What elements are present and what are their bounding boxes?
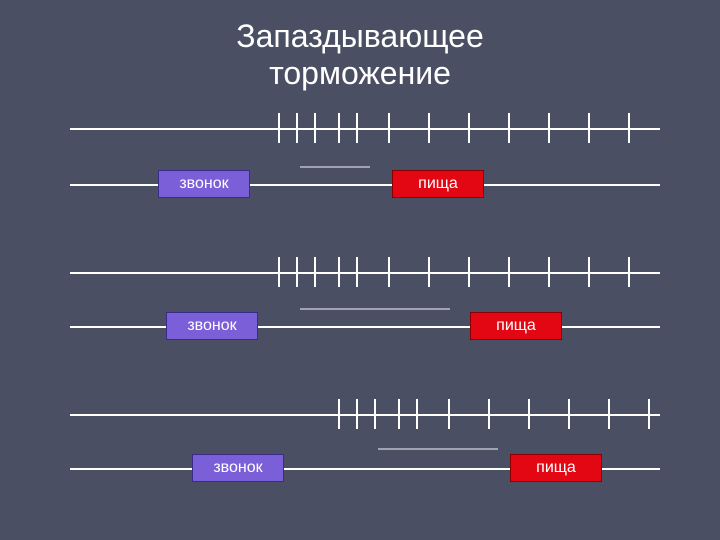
- delay-bar: [378, 448, 498, 450]
- tick-mark: [338, 113, 340, 143]
- tick-mark: [398, 399, 400, 429]
- title-line1: Запаздывающее: [236, 18, 484, 54]
- tick-mark: [356, 113, 358, 143]
- tick-mark: [468, 257, 470, 287]
- tick-mark: [488, 399, 490, 429]
- tick-mark: [428, 113, 430, 143]
- tick-mark: [388, 113, 390, 143]
- label-zvonok: звонок: [192, 454, 284, 482]
- tick-mark: [296, 113, 298, 143]
- tick-mark: [528, 399, 530, 429]
- tick-mark: [548, 257, 550, 287]
- tick-mark: [568, 399, 570, 429]
- label-zvonok: звонок: [166, 312, 258, 340]
- label-pischa: пища: [510, 454, 602, 482]
- timeline: [70, 272, 660, 274]
- delay-bar: [300, 308, 450, 310]
- tick-mark: [374, 399, 376, 429]
- tick-mark: [314, 257, 316, 287]
- tick-mark: [356, 399, 358, 429]
- tick-mark: [508, 113, 510, 143]
- tick-mark: [388, 257, 390, 287]
- tick-mark: [648, 399, 650, 429]
- page-title: Запаздывающее торможение: [0, 18, 720, 92]
- tick-mark: [468, 113, 470, 143]
- tick-mark: [508, 257, 510, 287]
- label-pischa: пища: [392, 170, 484, 198]
- label-pischa: пища: [470, 312, 562, 340]
- tick-mark: [278, 257, 280, 287]
- tick-mark: [448, 399, 450, 429]
- diagram-stage: Запаздывающее торможение звонок пища звоно…: [0, 0, 720, 540]
- tick-mark: [428, 257, 430, 287]
- tick-mark: [628, 257, 630, 287]
- label-zvonok: звонок: [158, 170, 250, 198]
- tick-mark: [356, 257, 358, 287]
- tick-mark: [314, 113, 316, 143]
- tick-mark: [588, 257, 590, 287]
- delay-bar: [300, 166, 370, 168]
- timeline: [70, 414, 660, 416]
- tick-mark: [588, 113, 590, 143]
- timeline: [70, 128, 660, 130]
- tick-mark: [338, 399, 340, 429]
- timeline: [70, 326, 660, 328]
- tick-mark: [278, 113, 280, 143]
- tick-mark: [548, 113, 550, 143]
- tick-mark: [416, 399, 418, 429]
- tick-mark: [628, 113, 630, 143]
- title-line2: торможение: [269, 55, 451, 91]
- tick-mark: [608, 399, 610, 429]
- tick-mark: [338, 257, 340, 287]
- tick-mark: [296, 257, 298, 287]
